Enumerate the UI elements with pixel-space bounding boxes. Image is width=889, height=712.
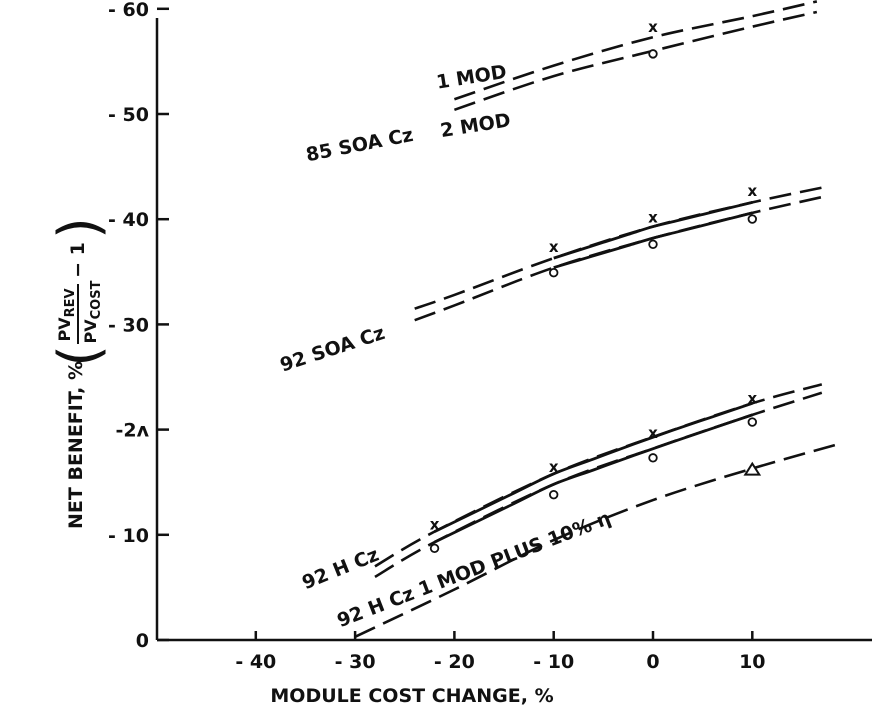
y-tick-label: 0 [136, 630, 149, 652]
x-marker: x [549, 238, 559, 256]
curve-label: 2 MOD [439, 109, 512, 142]
circle-marker [648, 49, 658, 59]
x-tick-label: - 20 [434, 651, 475, 673]
x-tick-label: 10 [739, 651, 765, 673]
y-tick-label: - 40 [108, 209, 149, 231]
curve-label: 1 MOD [435, 61, 508, 94]
circle-marker [549, 489, 559, 500]
y-axis-title: NET BENEFIT, % ( PVREV PVCOST − 1 ) [47, 217, 112, 529]
y-tick-label: - 60 [108, 0, 149, 21]
x-tick-label: - 40 [235, 651, 276, 673]
marker-layer: x x x x x x x x [429, 18, 762, 554]
axes: - 40 - 30 - 20 - 10 0 10 0 - 10 -2ʌ - 30 - 40 - 50… [108, 0, 872, 673]
x-marker: x [549, 458, 559, 476]
circle-marker [549, 267, 559, 278]
triangle-marker [743, 461, 762, 476]
series-line-85-soa-2mod [453, 10, 818, 112]
circle-marker [648, 453, 658, 463]
x-marker: x [648, 208, 658, 226]
y-axis-title-numerator: PVREV [55, 288, 78, 341]
series-solid-92-h-upper [433, 401, 753, 533]
y-axis-title-prefix: NET BENEFIT, % [65, 361, 87, 529]
x-tick-label: 0 [646, 651, 659, 673]
y-tick-label: - 30 [108, 314, 149, 336]
curve-label: 92 H Cz [299, 544, 382, 595]
y-ticks: 0 - 10 -2ʌ - 30 - 40 - 50 - 60 [108, 0, 169, 652]
circle-marker [429, 543, 440, 554]
y-axis-title-close-paren: ) [47, 217, 112, 239]
circle-marker [747, 417, 757, 427]
curve-label: 92 SOA Cz [277, 322, 387, 377]
series-solid-92-h-lower [433, 413, 753, 544]
x-marker: x [747, 389, 757, 407]
series-solid-92-soa-lower [553, 211, 753, 269]
x-axis-title: MODULE COST CHANGE, % [270, 685, 553, 707]
y-tick-label: -2ʌ [116, 420, 150, 442]
series-line-85-soa-1mod [453, 0, 818, 101]
x-tick-label: - 30 [335, 651, 376, 673]
series-solid-92-soa-upper [553, 201, 753, 260]
x-marker: x [430, 516, 440, 534]
circle-marker [648, 239, 658, 249]
series-line-92-soa-lower [414, 195, 823, 322]
curve-label: 92 H Cz 1 MOD PLUS 10% η [334, 507, 614, 632]
series-line-92-h-1mod-plus-10pct [354, 442, 843, 639]
y-tick-label: - 50 [108, 104, 149, 126]
x-ticks: - 40 - 30 - 20 - 10 0 10 [235, 631, 766, 673]
x-tick-label: - 10 [533, 651, 574, 673]
x-marker: x [648, 424, 658, 442]
y-axis-title-denominator: PVCOST [81, 280, 104, 343]
series-layer [354, 0, 843, 639]
circle-marker [747, 214, 757, 224]
y-axis-title-suffix: − 1 [67, 242, 89, 278]
curve-label: 85 SOA Cz [304, 124, 415, 166]
x-marker: x [747, 182, 757, 200]
y-axis-title-open-paren: ( [47, 345, 112, 367]
y-tick-label: - 10 [108, 525, 149, 547]
x-marker: x [648, 18, 658, 36]
